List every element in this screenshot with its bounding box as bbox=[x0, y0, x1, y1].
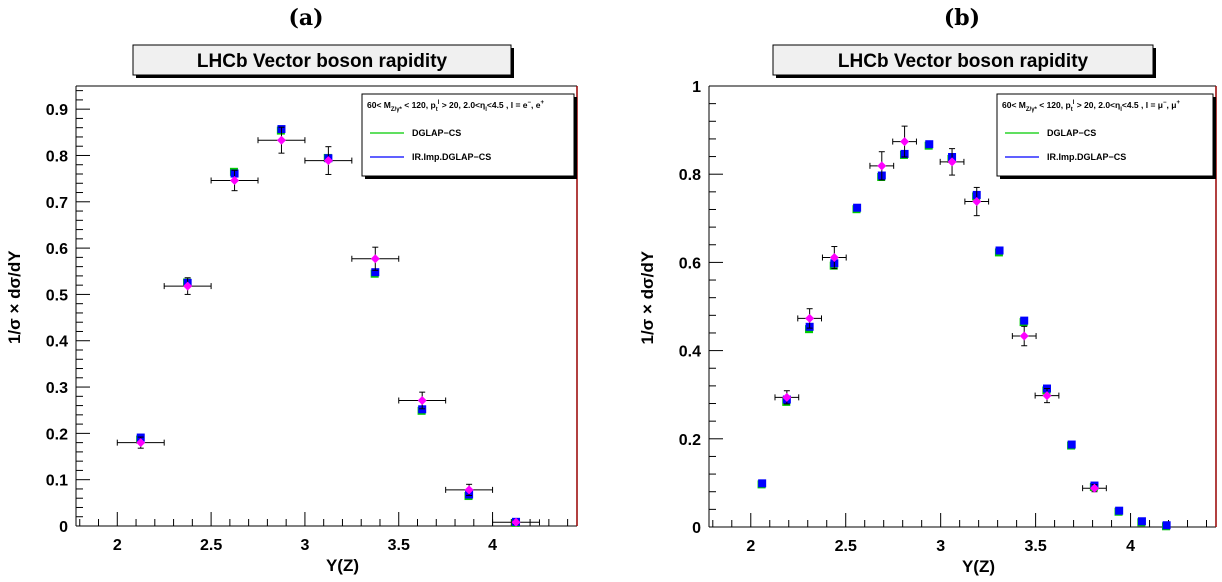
irimp-point bbox=[758, 479, 767, 488]
chart-title: LHCb Vector boson rapidity bbox=[838, 51, 1089, 72]
legend-header-subscript: Z/γ* bbox=[1026, 107, 1038, 113]
y-tick-label: 0.8 bbox=[46, 148, 68, 165]
data-point bbox=[183, 281, 193, 291]
y-tick-label: 0.9 bbox=[46, 102, 68, 119]
y-tick-label: 0.4 bbox=[679, 344, 701, 361]
legend-header: 60< MZ/γ* < 120, ptl > 20, 2.0<ηl<4.5 , … bbox=[1002, 100, 1180, 113]
data-point bbox=[136, 438, 146, 448]
legend-box bbox=[996, 93, 1214, 177]
data-point bbox=[276, 135, 286, 145]
legend-label-dglap: DGLAP−CS bbox=[412, 128, 461, 138]
legend-box bbox=[361, 93, 575, 177]
y-axis-label: 1/σ × dσ/dY bbox=[638, 250, 657, 344]
legend-header-text: > 20, 2.0<η bbox=[439, 100, 485, 110]
y-axis-label: 1/σ × dσ/dY bbox=[5, 250, 24, 344]
y-tick-label: 0.8 bbox=[679, 167, 701, 184]
x-tick-label: 3.5 bbox=[388, 537, 410, 554]
y-tick-label: 0.4 bbox=[46, 334, 68, 351]
data-point bbox=[1042, 391, 1052, 401]
legend-header-superscript: l bbox=[1073, 100, 1075, 106]
x-tick-label: 2.5 bbox=[200, 537, 222, 554]
y-tick-label: 0.2 bbox=[46, 426, 68, 443]
data-point bbox=[947, 157, 957, 167]
legend-header-superscript: + bbox=[1176, 100, 1180, 106]
data-point bbox=[805, 313, 815, 323]
data-point bbox=[417, 395, 427, 405]
chart-panel-a: (a) LHCb Vector boson rapidity 2 2.5 3 3.5 4 0 0… bbox=[5, 5, 578, 575]
data-point bbox=[323, 156, 333, 166]
legend-header-text: < 120, p bbox=[402, 100, 436, 110]
x-tick-label: 2 bbox=[746, 538, 755, 555]
title-box bbox=[132, 44, 512, 76]
legend-header-text: , e bbox=[531, 100, 541, 110]
y-tick-label: 0.2 bbox=[679, 432, 701, 449]
legend-header-text: 60< M bbox=[1002, 100, 1026, 110]
legend-label-dglap: DGLAP−CS bbox=[1047, 128, 1096, 138]
legend-header-text: <4.5 , l = e bbox=[487, 100, 528, 110]
irimp-point bbox=[995, 246, 1004, 255]
data-point bbox=[829, 253, 839, 263]
chart-title: LHCb Vector boson rapidity bbox=[197, 51, 448, 72]
legend-header-text: < 120, p bbox=[1037, 100, 1071, 110]
legend-header-text: > 20, 2.0<η bbox=[1074, 100, 1120, 110]
x-tick-label: 3.5 bbox=[1024, 538, 1046, 555]
legend-header-superscript: − bbox=[528, 100, 532, 106]
legend-header-subscript: l bbox=[485, 107, 487, 113]
legend-header-superscript: l bbox=[438, 100, 440, 106]
y-tick-label: 0.3 bbox=[46, 380, 68, 397]
legend-header-subscript: Z/γ* bbox=[391, 107, 403, 113]
legend-header-superscript: + bbox=[540, 100, 544, 106]
legend-header-subscript: t bbox=[436, 107, 438, 113]
data-point bbox=[1019, 331, 1029, 341]
x-tick-label: 3 bbox=[300, 537, 309, 554]
legend-header-subscript: l bbox=[1120, 107, 1122, 113]
irimp-point bbox=[925, 140, 934, 149]
x-axis-label: Y(Z) bbox=[962, 557, 995, 576]
legend-header: 60< MZ/γ* < 120, ptl > 20, 2.0<ηl<4.5 , … bbox=[367, 100, 544, 113]
legend-header-text: , μ bbox=[1167, 100, 1177, 110]
legend-label-irimp: IR.Imp.DGLAP−CS bbox=[1047, 152, 1126, 162]
data-point bbox=[511, 517, 521, 527]
data-point bbox=[370, 254, 380, 264]
irimp-point bbox=[1162, 521, 1171, 530]
y-tick-label: 0.7 bbox=[46, 195, 68, 212]
data-point bbox=[972, 197, 982, 207]
y-tick-label: 1 bbox=[692, 79, 701, 96]
irimp-point bbox=[853, 203, 862, 212]
data-point bbox=[1089, 483, 1099, 493]
irimp-point bbox=[1067, 440, 1076, 449]
legend-header-text: 60< M bbox=[367, 100, 391, 110]
y-tick-label: 0.6 bbox=[679, 255, 701, 272]
irimp-point bbox=[1115, 506, 1124, 515]
y-tick-label: 0 bbox=[59, 519, 68, 536]
x-tick-label: 4 bbox=[1126, 538, 1135, 555]
x-tick-label: 3 bbox=[936, 538, 945, 555]
legend-header-subscript: t bbox=[1071, 107, 1073, 113]
y-tick-label: 0.1 bbox=[46, 473, 68, 490]
data-point bbox=[900, 137, 910, 147]
x-axis-label: Y(Z) bbox=[326, 556, 359, 575]
irimp-point bbox=[1020, 316, 1029, 325]
data-point bbox=[230, 175, 240, 185]
irimp-point bbox=[371, 268, 380, 277]
legend-header-superscript: − bbox=[1163, 100, 1167, 106]
y-tick-label: 0.6 bbox=[46, 241, 68, 258]
x-tick-label: 2 bbox=[113, 537, 122, 554]
data-point bbox=[464, 485, 474, 495]
x-tick-label: 4 bbox=[488, 537, 497, 554]
x-tick-label: 2.5 bbox=[835, 538, 857, 555]
y-tick-label: 0 bbox=[692, 520, 701, 537]
legend-header-text: <4.5 , l = μ bbox=[1122, 100, 1163, 110]
irimp-point bbox=[1137, 517, 1146, 526]
data-point bbox=[877, 161, 887, 171]
y-tick-label: 0.5 bbox=[46, 287, 68, 304]
data-point bbox=[782, 392, 792, 402]
title-box bbox=[772, 44, 1154, 76]
chart-panel-b: (b) LHCb Vector boson rapidity 2 2.5 3 3.5 4 0 0… bbox=[638, 5, 1217, 576]
legend-label-irimp: IR.Imp.DGLAP−CS bbox=[412, 152, 491, 162]
panel-label: (b) bbox=[944, 5, 980, 31]
panel-label: (a) bbox=[288, 5, 323, 31]
